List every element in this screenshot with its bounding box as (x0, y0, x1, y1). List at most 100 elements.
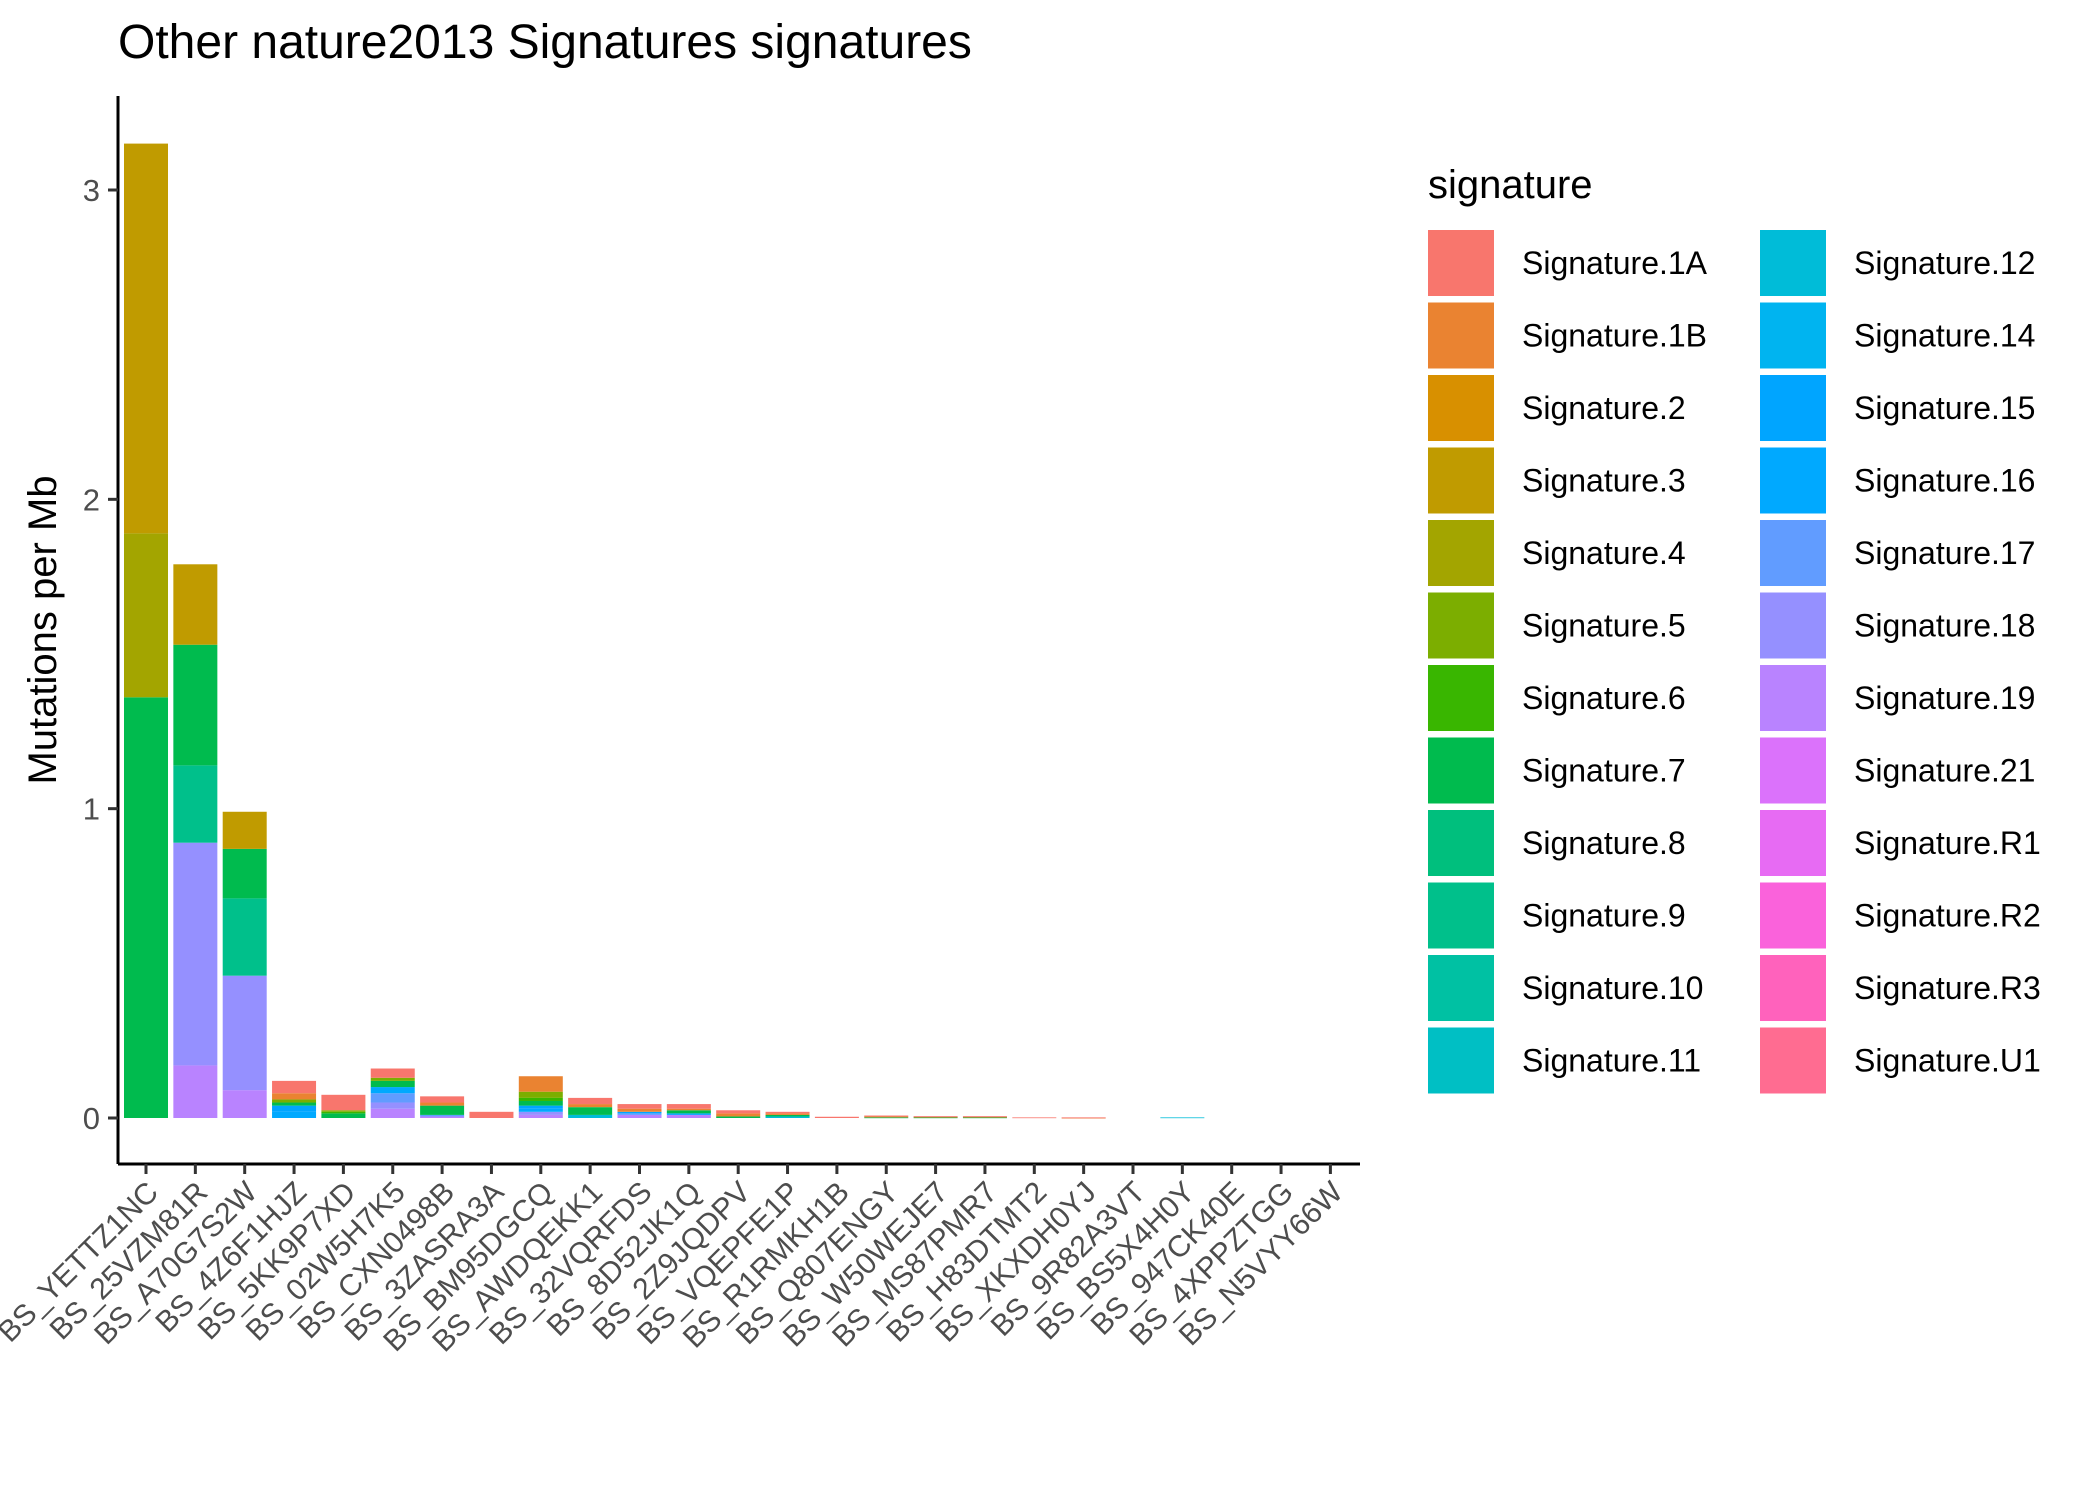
legend-key (1428, 737, 1494, 804)
legend-key (1428, 810, 1494, 876)
bar-segment (469, 1111, 514, 1118)
bar-segment (666, 1108, 711, 1111)
bar-segment (370, 1080, 415, 1088)
legend-key (1760, 955, 1826, 1021)
legend-title: signature (1428, 163, 1593, 207)
y-tick-label: 0 (83, 1101, 100, 1136)
bar-segment (272, 1093, 317, 1100)
bar-segment (370, 1087, 415, 1094)
bar-segment (864, 1115, 909, 1117)
bar-segment (716, 1113, 761, 1117)
bar-segment (962, 1116, 1007, 1117)
x-tick-labels: BS_YETTZ1NCBS_25VZM81RBS_A70G7S2WBS_4Z6F… (0, 1164, 1350, 1359)
bar-segment (370, 1093, 415, 1103)
legend-key (1760, 737, 1826, 804)
legend-key (1428, 592, 1494, 659)
bar-segment (617, 1111, 662, 1114)
legend-label: Signature.19 (1854, 680, 2035, 716)
legend-label: Signature.21 (1854, 753, 2035, 789)
bar-segment (716, 1110, 761, 1114)
legend-key (1428, 230, 1494, 296)
bar-segment (222, 811, 267, 849)
legend-label: Signature.10 (1522, 970, 1703, 1006)
legend-label: Signature.9 (1522, 898, 1686, 934)
bar-segment (518, 1097, 563, 1101)
legend-label: Signature.18 (1854, 608, 2035, 644)
legend-key (1760, 665, 1826, 731)
legend-label: Signature.12 (1854, 245, 2035, 281)
legend-label: Signature.2 (1522, 390, 1686, 426)
bar-segment (666, 1114, 711, 1118)
bar-segment (173, 1065, 218, 1118)
chart-title: Other nature2013 Signatures signatures (118, 16, 972, 69)
bar-segment (173, 564, 218, 645)
bar-segment (321, 1094, 366, 1111)
legend-label: Signature.14 (1854, 318, 2035, 354)
bar-segment (518, 1100, 563, 1106)
legend-label: Signature.U1 (1854, 1043, 2041, 1079)
bar-segment (420, 1116, 465, 1118)
bar-segment (222, 1090, 267, 1118)
legend-key (1428, 1027, 1494, 1094)
bar-segment (321, 1111, 366, 1114)
bar-segment (1160, 1117, 1205, 1119)
bars-group (124, 143, 1205, 1119)
bar-segment (272, 1105, 317, 1112)
bar-segment (666, 1104, 711, 1109)
legend: signature Signature.1A Signature.1B Signat… (1428, 163, 2041, 1094)
bar-segment (173, 765, 218, 843)
bar-segment (272, 1111, 317, 1118)
bar-segment (765, 1114, 810, 1117)
bar-segment (716, 1116, 761, 1118)
bar-segment (518, 1111, 563, 1115)
bar-segment (864, 1117, 909, 1119)
legend-key (1760, 447, 1826, 514)
legend-key (1428, 955, 1494, 1021)
bar-segment (222, 975, 267, 1091)
bar-segment (124, 143, 168, 534)
bar-segment (913, 1116, 958, 1117)
bar-segment (420, 1105, 465, 1115)
legend-label: Signature.8 (1522, 825, 1686, 861)
bar-segment (568, 1107, 613, 1115)
bar-segment (321, 1110, 366, 1112)
legend-key (1760, 375, 1826, 441)
bar-segment (518, 1076, 563, 1092)
y-axis-label: Mutations per Mb (21, 475, 65, 784)
legend-key (1760, 882, 1826, 949)
bar-segment (370, 1077, 415, 1081)
y-tick-label: 3 (83, 173, 100, 208)
bar-segment (568, 1097, 613, 1105)
bar-segment (666, 1110, 711, 1114)
bar-segment (124, 533, 168, 698)
bar-segment (518, 1091, 563, 1098)
legend-key (1760, 302, 1826, 369)
bar-segment (518, 1108, 563, 1112)
legend-label: Signature.1B (1522, 318, 1707, 354)
bar-segment (124, 697, 168, 1118)
legend-label: Signature.16 (1854, 463, 2035, 499)
bar-segment (962, 1117, 1007, 1119)
bar-segment (420, 1114, 465, 1117)
bar-segment (173, 842, 218, 1066)
bar-segment (568, 1114, 613, 1118)
bar-segment (568, 1104, 613, 1108)
bar-segment (962, 1116, 1007, 1118)
bar-segment (1061, 1117, 1106, 1119)
legend-key (1760, 810, 1826, 876)
bar-segment (617, 1113, 662, 1115)
bar-segment (666, 1113, 711, 1115)
bar-segment (1012, 1117, 1057, 1119)
bar-segment (913, 1116, 958, 1118)
bar-segment (370, 1068, 415, 1078)
legend-key (1428, 665, 1494, 731)
axes-group: 0 1 2 3 (83, 96, 1360, 1166)
bar-segment (370, 1108, 415, 1118)
legend-key (1760, 230, 1826, 296)
bar-segment (173, 644, 218, 766)
bar-segment (814, 1116, 859, 1118)
legend-label: Signature.R3 (1854, 970, 2041, 1006)
bar-segment (420, 1096, 465, 1103)
bar-segment (913, 1117, 958, 1119)
